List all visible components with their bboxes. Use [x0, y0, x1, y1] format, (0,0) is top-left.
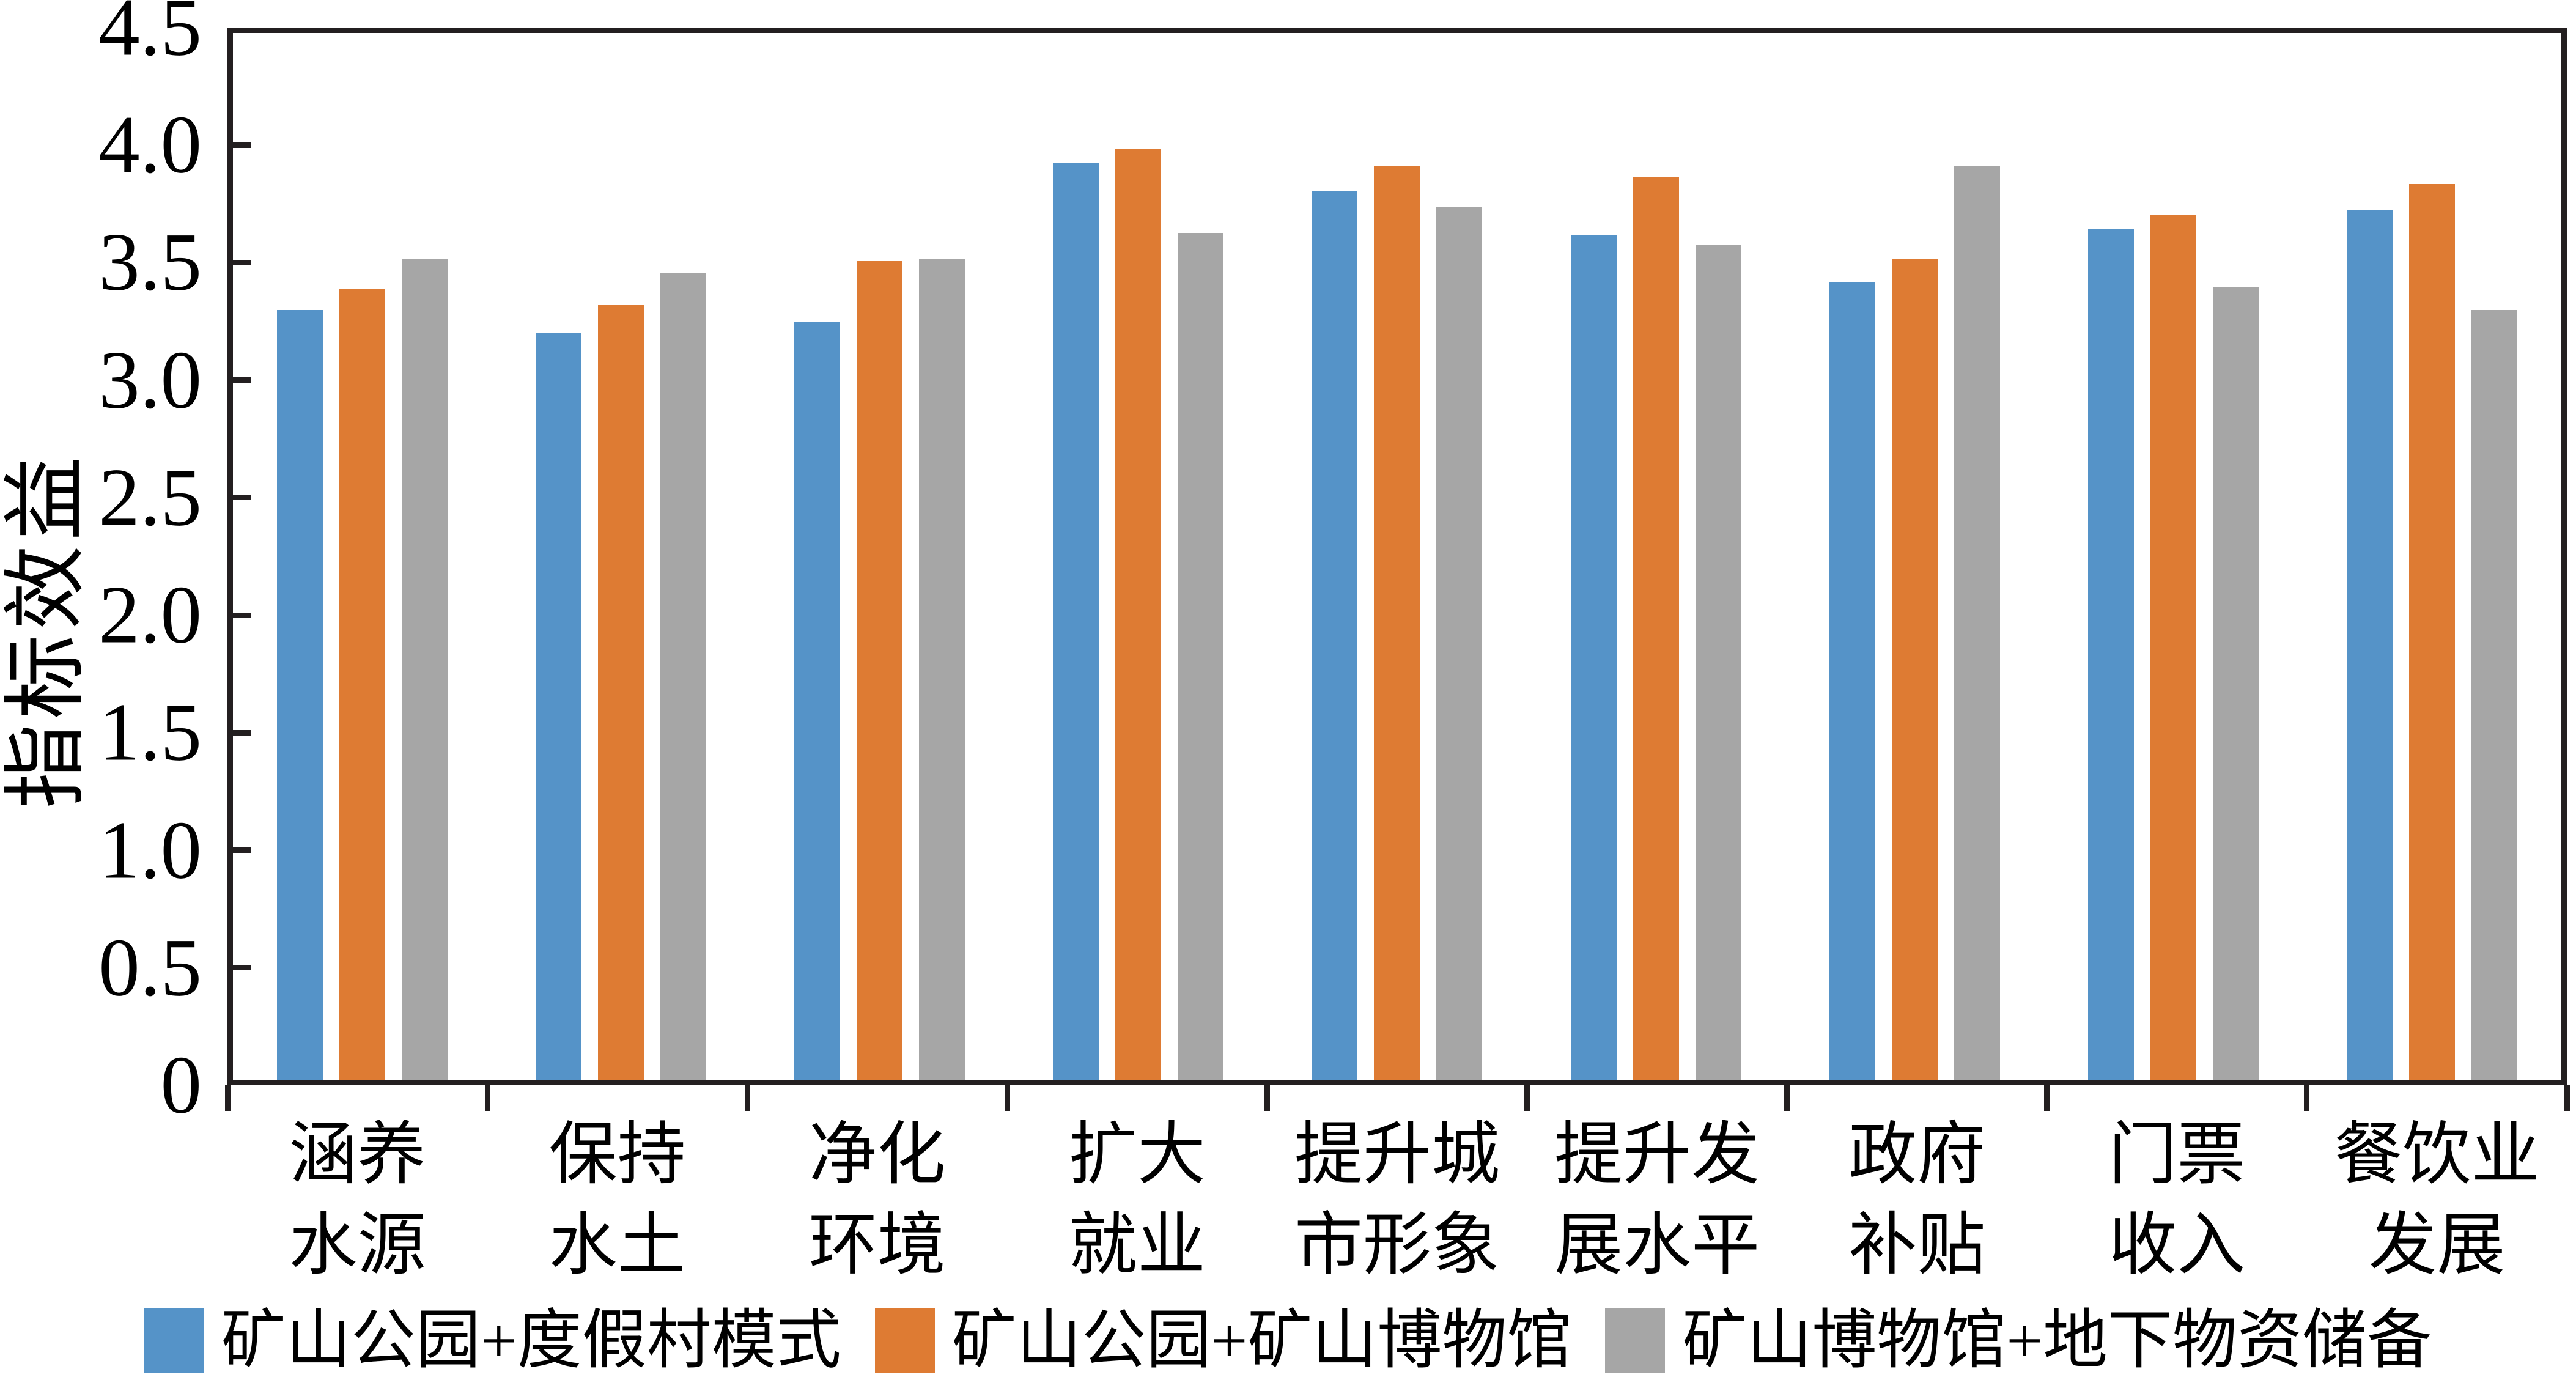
bar-s1-c8	[2087, 229, 2134, 1080]
bar-s1-c1	[277, 310, 323, 1080]
x-category-label-5: 提升城 市形象	[1294, 1117, 1500, 1283]
bar-s2-c7	[1891, 259, 1938, 1080]
y-tick-mark	[233, 729, 251, 736]
bars-container	[233, 33, 2561, 1080]
x-tick-mark	[744, 1085, 750, 1111]
bar-group-5	[1268, 33, 1526, 1080]
y-tick-mark	[233, 259, 251, 265]
y-tick-mark	[233, 847, 251, 854]
x-tick-mark	[2304, 1085, 2310, 1111]
bar-s2-c1	[339, 289, 386, 1080]
bar-s3-c7	[1954, 166, 2000, 1080]
bar-s2-c5	[1374, 166, 1420, 1080]
bar-s1-c2	[536, 333, 582, 1080]
bar-s2-c4	[1115, 149, 1162, 1080]
legend-label-2: 矿山公园+矿山博物馆	[951, 1305, 1572, 1376]
bar-s3-c6	[1695, 245, 1741, 1080]
x-tick-mark	[1784, 1085, 1790, 1111]
bar-s3-c8	[2212, 287, 2259, 1080]
bar-group-7	[1785, 33, 2044, 1080]
bar-s1-c7	[1829, 282, 1875, 1080]
y-tick-label-0: 0	[160, 1039, 202, 1131]
x-tick-mark	[484, 1085, 490, 1111]
y-tick-mark	[233, 142, 251, 148]
plot-area	[227, 28, 2567, 1085]
bar-group-4	[1009, 33, 1268, 1080]
bar-group-2	[492, 33, 750, 1080]
y-tick-label-3.5: 3.5	[98, 216, 202, 308]
bar-s1-c6	[1570, 235, 1617, 1080]
bar-s3-c5	[1436, 207, 1483, 1080]
bar-s3-c1	[402, 259, 448, 1080]
bar-s2-c2	[598, 305, 644, 1080]
bar-s3-c3	[919, 259, 965, 1080]
bar-s2-c9	[2408, 184, 2455, 1080]
legend-swatch-2	[874, 1308, 935, 1373]
x-tick-mark	[2564, 1085, 2570, 1111]
y-tick-label-1.0: 1.0	[98, 805, 202, 896]
y-tick-mark	[233, 495, 251, 501]
bar-group-6	[1527, 33, 1785, 1080]
legend-label-1: 矿山公园+度假村模式	[221, 1305, 841, 1376]
y-tick-mark	[233, 965, 251, 971]
y-axis-title: 指标效益	[0, 451, 93, 809]
bar-s1-c3	[794, 322, 841, 1080]
x-category-label-7: 政府 补贴	[1848, 1117, 1986, 1283]
x-tick-mark	[2044, 1085, 2050, 1111]
bar-group-8	[2044, 33, 2303, 1080]
x-tick-mark	[1264, 1085, 1270, 1111]
x-category-label-6: 提升发 展水平	[1554, 1117, 1760, 1283]
bar-group-3	[750, 33, 1009, 1080]
x-category-label-3: 净化 环境	[808, 1117, 946, 1283]
legend-item-1: 矿山公园+度假村模式	[144, 1308, 841, 1373]
bar-s3-c2	[660, 273, 707, 1080]
bar-s2-c8	[2150, 215, 2196, 1080]
bar-s1-c9	[2346, 210, 2393, 1080]
bar-s2-c3	[857, 261, 903, 1080]
bar-s3-c9	[2471, 310, 2517, 1080]
y-tick-label-4.0: 4.0	[98, 99, 202, 191]
legend-label-3: 矿山博物馆+地下物资储备	[1682, 1305, 2432, 1376]
legend-swatch-1	[144, 1308, 204, 1373]
x-category-label-1: 涵养 水源	[289, 1117, 426, 1283]
bar-s2-c6	[1633, 177, 1679, 1080]
bar-s1-c4	[1053, 163, 1099, 1080]
x-axis-labels: 涵养 水源 保持 水土 净化 环境 扩大 就业 提升城 市形象 提升发 展水平 政府 补贴门…	[227, 1110, 2567, 1291]
legend: 矿山公园+度假村模式 矿山公园+矿山博物馆 矿山博物馆+地下物资储备	[0, 1308, 2576, 1373]
y-tick-label-2.5: 2.5	[98, 452, 202, 544]
x-category-label-2: 保持 水土	[548, 1117, 686, 1283]
bar-group-9	[2303, 33, 2561, 1080]
bar-group-1	[233, 33, 492, 1080]
x-category-label-4: 扩大 就业	[1068, 1117, 1206, 1283]
y-tick-label-1.5: 1.5	[98, 687, 202, 778]
legend-swatch-3	[1605, 1308, 1666, 1373]
x-tick-mark	[1524, 1085, 1530, 1111]
x-category-label-9: 餐饮业 发展	[2334, 1117, 2540, 1283]
x-category-label-8: 门票 收入	[2108, 1117, 2246, 1283]
legend-item-3: 矿山博物馆+地下物资储备	[1605, 1308, 2432, 1373]
x-tick-mark	[1004, 1085, 1010, 1111]
x-tick-mark	[224, 1085, 231, 1111]
y-tick-label-4.5: 4.5	[98, 0, 202, 73]
y-tick-label-3.0: 3.0	[98, 334, 202, 426]
bar-s1-c5	[1312, 191, 1358, 1080]
y-tick-mark	[233, 377, 251, 383]
legend-item-2: 矿山公园+矿山博物馆	[874, 1305, 1572, 1376]
y-tick-label-2.0: 2.0	[98, 569, 202, 661]
y-tick-label-0.5: 0.5	[98, 922, 202, 1014]
bar-s3-c4	[1178, 233, 1224, 1080]
y-tick-mark	[233, 612, 251, 618]
